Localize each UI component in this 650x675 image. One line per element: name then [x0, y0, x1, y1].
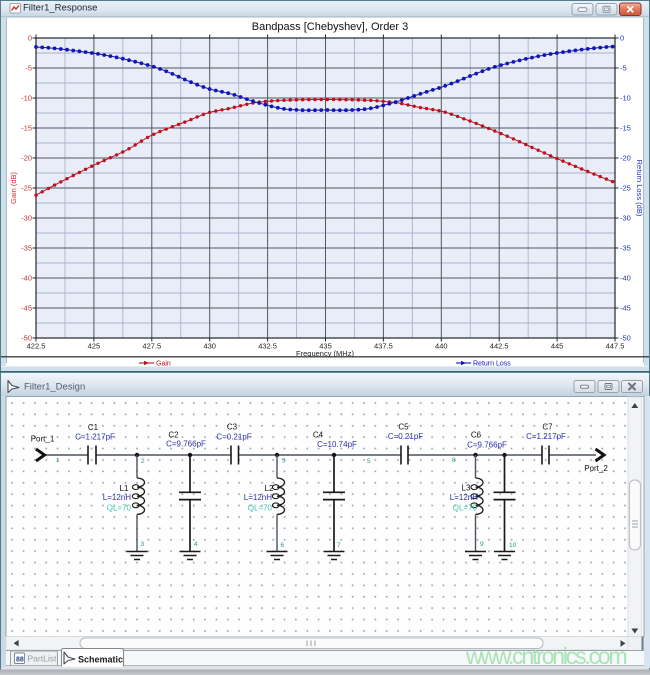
- svg-text:C4: C4: [313, 431, 324, 440]
- svg-text:-35: -35: [620, 244, 631, 253]
- svg-text:4: 4: [194, 541, 198, 548]
- svg-text:-5: -5: [620, 64, 627, 73]
- svg-text:7: 7: [337, 542, 341, 549]
- svg-text:Schematic: Schematic: [78, 655, 123, 665]
- svg-text:-25: -25: [21, 184, 32, 193]
- svg-text:C=9.766pF: C=9.766pF: [166, 440, 206, 449]
- svg-text:L=12nH: L=12nH: [450, 493, 478, 502]
- svg-text:Filter1_Response: Filter1_Response: [23, 3, 97, 14]
- svg-text:Frequency (MHz): Frequency (MHz): [296, 349, 354, 358]
- svg-text:QL=70: QL=70: [453, 504, 478, 513]
- svg-text:-20: -20: [21, 154, 32, 163]
- svg-text:-5: -5: [25, 64, 32, 73]
- svg-text:8: 8: [452, 457, 456, 464]
- svg-text:427.5: 427.5: [142, 342, 161, 351]
- svg-text:3: 3: [141, 541, 145, 548]
- svg-text:Port_2: Port_2: [584, 464, 608, 473]
- svg-text:447.5: 447.5: [606, 342, 625, 351]
- svg-text:Port_1: Port_1: [31, 435, 55, 444]
- svg-text:437.5: 437.5: [374, 342, 393, 351]
- svg-text:PartList: PartList: [28, 654, 57, 664]
- svg-text:445: 445: [551, 342, 564, 351]
- svg-text:-50: -50: [620, 334, 631, 343]
- svg-text:2: 2: [141, 458, 145, 465]
- svg-text:430: 430: [203, 342, 216, 351]
- svg-text:-30: -30: [21, 214, 32, 223]
- svg-text:C2: C2: [168, 431, 179, 440]
- svg-text:-50: -50: [21, 334, 32, 343]
- svg-text:C3: C3: [227, 423, 238, 432]
- svg-text:C=0.21pF: C=0.21pF: [216, 432, 251, 441]
- svg-text:Return Loss: Return Loss: [473, 360, 511, 367]
- svg-text:www.cntronics.com: www.cntronics.com: [465, 643, 626, 669]
- svg-text:-40: -40: [620, 274, 631, 283]
- svg-text:C1: C1: [88, 423, 99, 432]
- svg-text:-45: -45: [21, 304, 32, 313]
- svg-text:9: 9: [480, 541, 484, 548]
- svg-text:425: 425: [88, 342, 101, 351]
- svg-text:Bandpass [Chebyshev], Order 3: Bandpass [Chebyshev], Order 3: [252, 21, 409, 33]
- svg-text:-10: -10: [620, 94, 631, 103]
- svg-text:0: 0: [620, 34, 624, 43]
- svg-text:C5: C5: [398, 423, 409, 432]
- svg-text:5: 5: [367, 458, 371, 465]
- svg-text:-25: -25: [620, 184, 631, 193]
- svg-text:0: 0: [28, 34, 32, 43]
- svg-text:10: 10: [509, 542, 517, 549]
- svg-text:-15: -15: [620, 124, 631, 133]
- svg-text:C=1.217pF: C=1.217pF: [75, 433, 115, 442]
- svg-text:L3: L3: [462, 484, 471, 493]
- svg-text:435: 435: [319, 342, 332, 351]
- svg-text:-15: -15: [21, 124, 32, 133]
- svg-text:C=0.21pF: C=0.21pF: [388, 432, 423, 441]
- svg-text:C=10.74pF: C=10.74pF: [317, 440, 357, 449]
- svg-text:C6: C6: [471, 431, 482, 440]
- svg-text:QL=70: QL=70: [248, 504, 273, 513]
- svg-text:440: 440: [435, 342, 448, 351]
- svg-text:1: 1: [56, 457, 60, 464]
- svg-text:C=1.217pF: C=1.217pF: [526, 432, 566, 441]
- svg-text:QL=70: QL=70: [107, 504, 132, 513]
- svg-text:-20: -20: [620, 154, 631, 163]
- svg-text:Gain (dB): Gain (dB): [9, 171, 18, 204]
- svg-text:422.5: 422.5: [27, 342, 46, 351]
- svg-text:-10: -10: [21, 94, 32, 103]
- svg-text:-40: -40: [21, 274, 32, 283]
- svg-text:Filter1_Design: Filter1_Design: [24, 382, 85, 393]
- svg-text:L2: L2: [265, 484, 274, 493]
- svg-text:6: 6: [281, 542, 285, 549]
- svg-text:432.5: 432.5: [258, 342, 277, 351]
- svg-text:Gain: Gain: [156, 360, 171, 367]
- svg-text:L1: L1: [120, 484, 129, 493]
- svg-text:-30: -30: [620, 214, 631, 223]
- svg-text:-45: -45: [620, 304, 631, 313]
- svg-text:Return Loss (dB): Return Loss (dB): [635, 160, 644, 217]
- svg-text:L=12nH: L=12nH: [244, 493, 272, 502]
- svg-text:5: 5: [282, 458, 286, 465]
- svg-text:88: 88: [16, 657, 24, 664]
- svg-text:442.5: 442.5: [490, 342, 509, 351]
- svg-text:C=9.766pF: C=9.766pF: [467, 440, 507, 449]
- svg-text:L=12nH: L=12nH: [103, 493, 131, 502]
- svg-text:C7: C7: [542, 423, 553, 432]
- svg-text:-35: -35: [21, 244, 32, 253]
